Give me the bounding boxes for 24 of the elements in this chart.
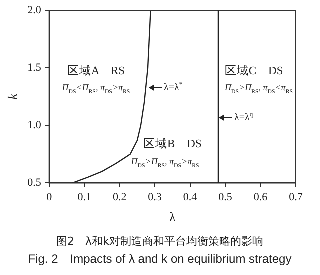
x-tick-label: 0.3 xyxy=(148,192,162,204)
annotation: 区域B DS xyxy=(143,138,202,151)
x-axis-title: λ xyxy=(170,210,177,225)
x-tick-label: 0.1 xyxy=(78,192,92,204)
annotation: Π$_{DS}$>Π$_{RS}$, π$_{DS}$<π$_{RS}$ xyxy=(225,82,293,96)
annotation: 区域A RS xyxy=(67,65,126,78)
x-tick-label: 0.7 xyxy=(289,192,304,204)
y-tick-label: 1.0 xyxy=(28,120,42,132)
annotation: Π$_{DS}$>Π$_{RS}$, π$_{DS}$>π$_{RS}$ xyxy=(131,156,200,171)
text: 图2 λ和k对制造商和平台均衡策略的影响 xyxy=(56,234,264,249)
x-tick-label: 0.2 xyxy=(112,192,127,204)
annotation: 区域C DS xyxy=(224,65,284,78)
text: Fig. 2 Impacts of λ and k on equilibrium strategy xyxy=(27,251,293,268)
x-tick-label: 0.5 xyxy=(218,192,233,204)
y-tick-label: 0.5 xyxy=(28,177,42,190)
y-axis-title: k xyxy=(5,94,20,100)
annotation: λ=λ$^{*}$ xyxy=(164,81,183,94)
x-tick-label: 0 xyxy=(46,192,53,204)
ref-line-label: λ=λ$^{q}$ xyxy=(234,110,254,124)
x-tick-label: 0.6 xyxy=(254,192,268,204)
annotation: Π$_{DS}$<Π$_{RS}$, π$_{DS}$>π$_{RS}$ xyxy=(62,82,130,96)
y-tick-label: 1.5 xyxy=(28,62,42,74)
y-tick-label: 2.0 xyxy=(28,4,42,16)
x-tick-label: 0.4 xyxy=(183,192,198,204)
